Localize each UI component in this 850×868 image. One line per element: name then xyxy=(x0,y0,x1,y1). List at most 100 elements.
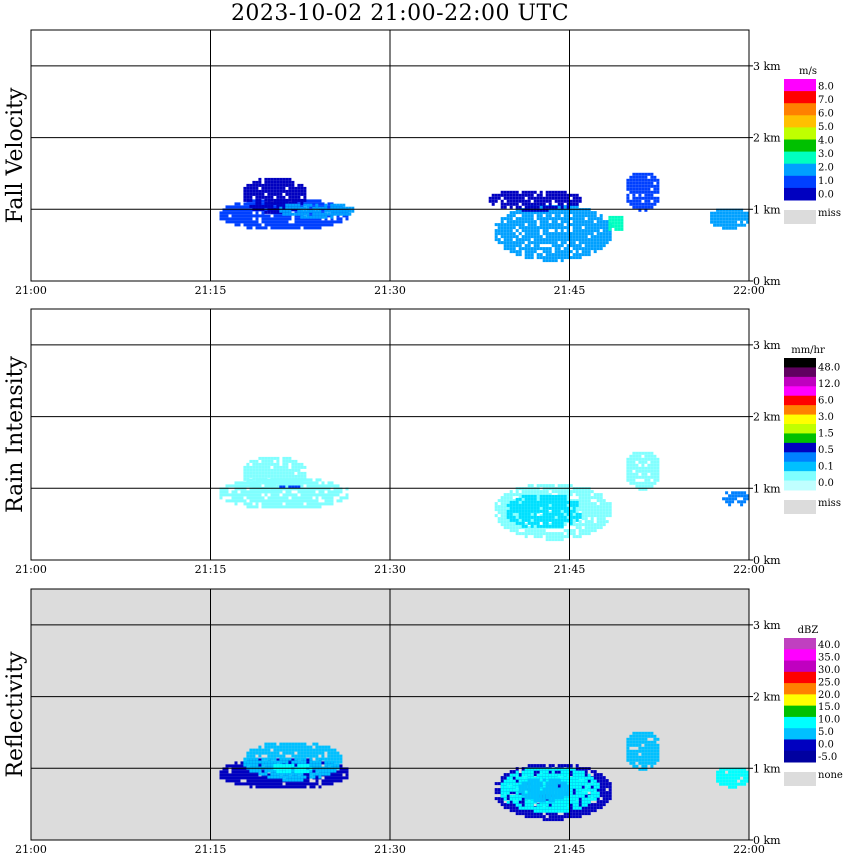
echo-cell xyxy=(539,815,543,819)
echo-cell xyxy=(252,465,256,469)
echo-cell xyxy=(509,776,513,780)
echo-cell xyxy=(647,199,651,203)
echo-cell xyxy=(542,503,546,507)
echo-cell xyxy=(572,229,576,233)
echo-cell xyxy=(572,514,576,518)
echo-cell xyxy=(635,196,639,200)
echo-cell xyxy=(629,478,633,482)
echo-cell xyxy=(635,199,639,203)
echo-cell xyxy=(731,776,735,780)
echo-cell xyxy=(635,190,639,194)
echo-cell xyxy=(584,229,588,233)
echo-cell xyxy=(533,793,537,797)
echo-cell xyxy=(638,190,642,194)
echo-cell xyxy=(551,538,555,542)
echo-cell xyxy=(327,776,331,780)
echo-cell xyxy=(237,208,241,212)
echo-cell xyxy=(521,202,525,206)
echo-cell xyxy=(611,215,615,219)
colorbar-missing-label: miss xyxy=(818,498,841,509)
echo-cell xyxy=(563,503,567,507)
echo-cell xyxy=(515,253,519,257)
echo-cell xyxy=(641,172,645,176)
echo-cell xyxy=(318,763,322,767)
echo-cell xyxy=(536,515,540,519)
echo-cell xyxy=(596,508,600,512)
echo-cell xyxy=(527,220,531,224)
echo-cell xyxy=(569,809,573,813)
echo-cell xyxy=(575,511,579,515)
echo-cell xyxy=(644,743,648,747)
echo-cell xyxy=(339,760,343,764)
echo-cell xyxy=(530,205,534,209)
echo-cell xyxy=(264,195,268,199)
echo-cell xyxy=(617,221,621,225)
echo-cell xyxy=(542,211,546,215)
echo-cell xyxy=(285,742,289,746)
echo-cell xyxy=(291,189,295,193)
echo-cell xyxy=(267,499,271,503)
echo-cell xyxy=(569,223,573,227)
echo-cell xyxy=(530,500,534,504)
echo-cell xyxy=(539,235,543,239)
echo-cell xyxy=(533,220,537,224)
echo-cell xyxy=(255,465,259,469)
echo-cell xyxy=(306,505,310,509)
echo-cell xyxy=(590,511,594,515)
echo-cell xyxy=(638,749,642,753)
echo-cell xyxy=(557,500,561,504)
echo-cell xyxy=(288,226,292,230)
echo-cell xyxy=(536,199,540,203)
echo-cell xyxy=(300,183,304,187)
echo-cell xyxy=(542,497,546,501)
echo-cell xyxy=(300,499,304,503)
echo-cell xyxy=(722,770,726,774)
echo-cell xyxy=(629,752,633,756)
echo-cell xyxy=(743,500,747,504)
echo-cell xyxy=(572,226,576,230)
echo-cell xyxy=(635,175,639,179)
echo-cell xyxy=(551,190,555,194)
echo-cell xyxy=(527,256,531,260)
echo-cell xyxy=(285,468,289,472)
echo-cell xyxy=(497,782,501,786)
echo-cell xyxy=(716,217,720,221)
echo-cell xyxy=(318,199,322,203)
echo-cell xyxy=(300,760,304,764)
colorbar-label: 10.0 xyxy=(818,715,840,726)
echo-cell xyxy=(602,514,606,518)
echo-cell xyxy=(345,217,349,221)
echo-cell xyxy=(548,223,552,227)
echo-cell xyxy=(596,791,600,795)
echo-cell xyxy=(647,749,651,753)
colorbar-label: 25.0 xyxy=(818,677,840,688)
echo-cell xyxy=(309,505,313,509)
echo-cell xyxy=(563,226,567,230)
echo-cell xyxy=(303,206,307,210)
echo-cell xyxy=(258,471,262,475)
echo-cell xyxy=(575,797,579,801)
echo-cell xyxy=(548,241,552,245)
echo-cell xyxy=(725,779,729,783)
echo-cell xyxy=(527,812,531,816)
echo-cell xyxy=(524,767,528,771)
echo-cell xyxy=(318,748,322,752)
echo-cell xyxy=(300,785,304,789)
echo-cell xyxy=(297,474,301,478)
echo-cell xyxy=(593,247,597,251)
x-tick-label: 22:00 xyxy=(733,843,765,856)
colorbar-label: 1.5 xyxy=(818,428,834,439)
echo-cell xyxy=(282,459,286,463)
echo-cell xyxy=(566,803,570,807)
echo-cell xyxy=(605,223,609,227)
echo-cell xyxy=(500,785,504,789)
echo-cell xyxy=(632,457,636,461)
echo-cell xyxy=(276,214,280,218)
echo-cell xyxy=(608,791,612,795)
echo-cell xyxy=(647,196,651,200)
echo-cell xyxy=(309,763,313,767)
echo-cell xyxy=(641,767,645,771)
echo-cell xyxy=(240,493,244,497)
echo-cell xyxy=(267,745,271,749)
echo-cell xyxy=(554,193,558,197)
